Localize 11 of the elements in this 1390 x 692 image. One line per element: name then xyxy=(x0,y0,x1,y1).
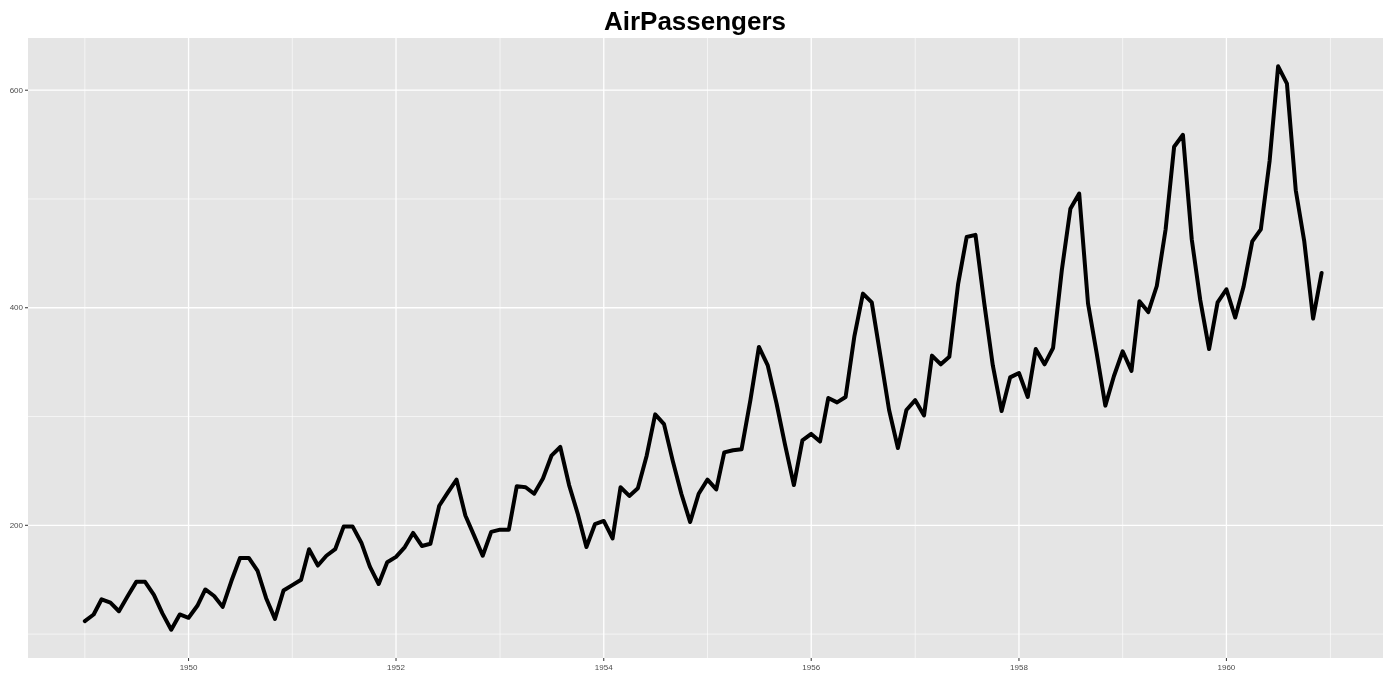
x-tick-label: 1956 xyxy=(802,663,821,672)
line-series xyxy=(82,64,1324,632)
x-tick-label: 1952 xyxy=(387,663,406,672)
chart-title: AirPassengers xyxy=(603,6,787,36)
y-tick-label: 200 xyxy=(9,520,24,530)
y-tick-label: 400 xyxy=(9,303,24,313)
x-tick-label: 1958 xyxy=(1010,663,1029,672)
x-tick-label: 1954 xyxy=(594,663,614,672)
y-tick-label: 600 xyxy=(9,85,24,95)
x-tick-label: 1960 xyxy=(1217,663,1236,672)
x-tick-label: 1950 xyxy=(179,663,199,672)
